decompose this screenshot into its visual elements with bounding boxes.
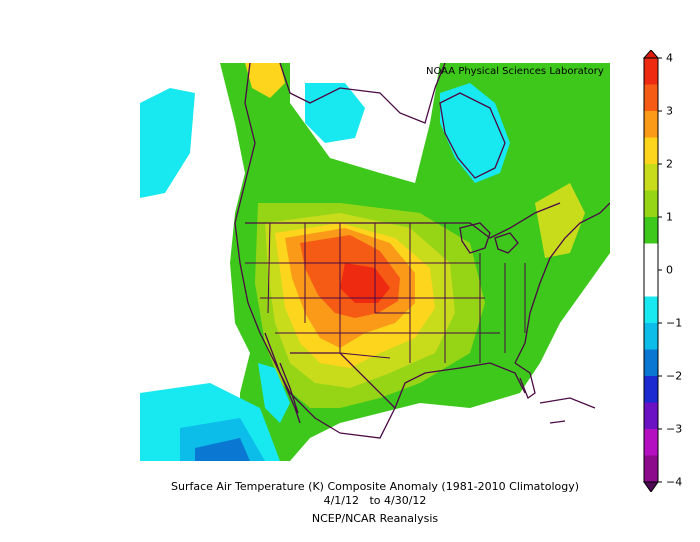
caption-source: NCEP/NCAR Reanalysis (311, 512, 439, 525)
colorbar-tick-label: 1 (666, 210, 673, 224)
colorbar-bin (644, 243, 658, 297)
great-lakes (459, 222, 519, 254)
colorbar-tick-label: −3 (666, 422, 683, 436)
colorbar-tick-label: −2 (666, 369, 683, 383)
colorbar-bin (644, 323, 658, 350)
colorbar-tick-label: 4 (666, 51, 673, 65)
colorbar (642, 50, 662, 492)
colorbar-bin (644, 402, 658, 429)
map-outlines (234, 63, 610, 439)
gulf-coastline (339, 362, 526, 439)
mexico-border (290, 352, 396, 409)
colorbar-overflow-low (643, 481, 659, 492)
colorbar-bin (644, 190, 658, 217)
land-field-east-yellow (535, 183, 585, 258)
hudson-bay (439, 92, 506, 179)
field-cold-coast (258, 363, 290, 423)
colorbar-bin (644, 217, 658, 244)
colorbar-tick-label: 2 (666, 157, 673, 171)
colorbar-overflow-high (642, 50, 660, 59)
field-cold-alaska (140, 88, 195, 198)
colorbar-bin (644, 111, 658, 138)
colorbar-tick-label: −1 (666, 316, 683, 330)
map-canvas (140, 63, 610, 461)
caption-dates: 4/1/12 to 4/30/12 (323, 494, 427, 507)
land-field-north-yellow (245, 63, 285, 98)
anomaly-fields (140, 63, 610, 461)
colorbar-tick-label: 3 (666, 104, 673, 118)
colorbar-bin (644, 84, 658, 111)
colorbar-bin (644, 137, 658, 164)
state-lines (245, 222, 526, 363)
field-cold-pacific-deeper (195, 438, 250, 461)
colorbar-tick-label: −4 (666, 475, 683, 489)
colorbar-tick-label: 0 (666, 263, 673, 277)
land-field-red (340, 263, 390, 303)
colorbar-bin (644, 164, 658, 191)
west-coastline (234, 63, 341, 434)
colorbar-bin (644, 58, 658, 85)
colorbar-bin (644, 455, 658, 482)
canada-us-border (245, 202, 561, 239)
field-cold-nwt (305, 83, 365, 143)
anomaly-map: NOAA Physical Sciences Laboratory (140, 63, 610, 461)
canada-arctic (279, 63, 446, 124)
baja-coastline (264, 332, 301, 424)
florida-coastline (514, 362, 536, 400)
colorbar-bin (644, 349, 658, 376)
east-coastline (514, 202, 610, 364)
credit-label: NOAA Physical Sciences Laboratory (426, 66, 604, 77)
caribbean-islands (539, 397, 596, 424)
colorbar-bin (644, 376, 658, 403)
colorbar-bin (644, 296, 658, 323)
caption-title: Surface Air Temperature (K) Composite An… (170, 480, 580, 493)
colorbar-bin (644, 429, 658, 456)
